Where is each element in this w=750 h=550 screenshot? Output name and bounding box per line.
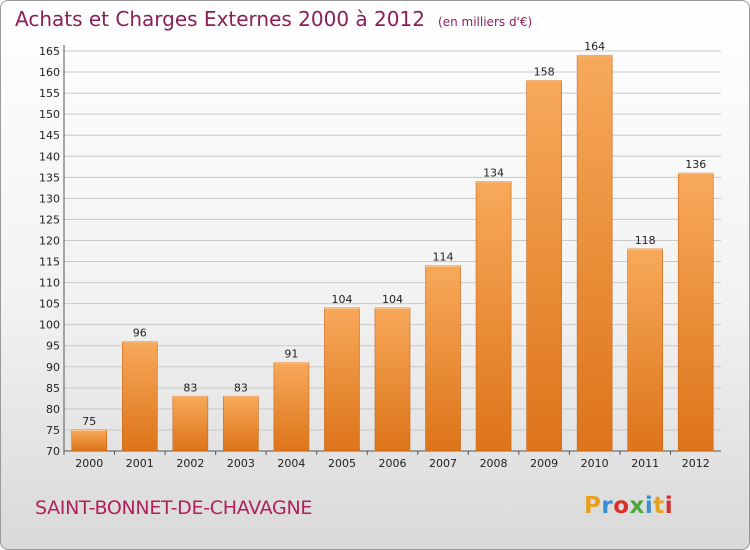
x-tick-label-2002: 2002 <box>176 457 204 470</box>
x-tick-label-2004: 2004 <box>277 457 305 470</box>
y-tick-label: 145 <box>39 129 60 142</box>
data-label-2012: 136 <box>685 158 706 171</box>
bar-2005 <box>324 307 360 452</box>
title-row: Achats et Charges Externes 2000 à 2012 (… <box>15 7 532 31</box>
x-tick-label-2000: 2000 <box>75 457 103 470</box>
data-label-2008: 134 <box>483 167 504 180</box>
logo-letter: i <box>644 493 654 519</box>
logo-letter: r <box>601 493 614 519</box>
x-tick-label-2010: 2010 <box>581 457 609 470</box>
y-tick-label: 135 <box>39 171 60 184</box>
y-tick-label: 100 <box>39 319 60 332</box>
data-label-2005: 104 <box>331 293 352 306</box>
data-label-2003: 83 <box>234 381 248 394</box>
y-tick-label: 90 <box>46 361 60 374</box>
y-tick-label: 140 <box>39 150 60 163</box>
x-tick-label-2005: 2005 <box>328 457 356 470</box>
x-tick-label-2007: 2007 <box>429 457 457 470</box>
data-label-2002: 83 <box>183 381 197 394</box>
logo-letter: i <box>664 493 674 519</box>
data-label-2004: 91 <box>284 348 298 361</box>
data-label-2009: 158 <box>534 65 555 78</box>
data-label-2007: 114 <box>433 251 454 264</box>
data-label-2000: 75 <box>82 415 96 428</box>
data-label-2001: 96 <box>133 327 147 340</box>
data-label-2011: 118 <box>635 234 656 247</box>
y-tick-label: 70 <box>46 445 60 458</box>
y-tick-label: 110 <box>39 277 60 290</box>
x-tick-label-2009: 2009 <box>530 457 558 470</box>
proxiti-logo: Proxiti <box>584 493 673 519</box>
bars <box>71 54 714 452</box>
bar-2012 <box>677 172 714 452</box>
bar-2001 <box>122 341 158 452</box>
commune-name: SAINT-BONNET-DE-CHAVAGNE <box>35 497 313 519</box>
x-tick-label-2003: 2003 <box>227 457 255 470</box>
logo-letter: P <box>584 493 602 519</box>
x-tick-label-2011: 2011 <box>631 457 659 470</box>
y-tick-label: 115 <box>39 256 60 269</box>
logo-letter: x <box>629 493 645 519</box>
x-tick-label-2012: 2012 <box>682 457 710 470</box>
y-tick-label: 150 <box>39 108 60 121</box>
x-tick-label-2001: 2001 <box>126 457 154 470</box>
y-tick-label: 155 <box>39 87 60 100</box>
y-tick-label: 130 <box>39 192 60 205</box>
bar-2008 <box>475 181 512 452</box>
bar-2011 <box>627 248 663 452</box>
bar-2003 <box>223 395 259 452</box>
bar-2006 <box>374 307 411 452</box>
bar-2002 <box>172 395 209 452</box>
y-tick-label: 75 <box>46 424 60 437</box>
y-tick-label: 105 <box>39 298 60 311</box>
chart-title: Achats et Charges Externes 2000 à 2012 <box>15 7 425 31</box>
bar-2000 <box>71 429 108 452</box>
data-label-2006: 104 <box>382 293 403 306</box>
bar-2004 <box>273 362 310 452</box>
bar-2010 <box>576 54 613 452</box>
bar-2009 <box>526 80 562 452</box>
data-labels: 75 96 83 83 91 104 104 114 134 158 164 118 136 <box>82 40 706 428</box>
x-tick-label-2006: 2006 <box>379 457 407 470</box>
y-tick-label: 95 <box>46 340 60 353</box>
chart-unit: (en milliers d'€) <box>438 15 533 29</box>
y-tick-label: 85 <box>46 382 60 395</box>
y-tick-label: 80 <box>46 403 60 416</box>
logo-letter: o <box>613 493 630 519</box>
y-tick-label: 160 <box>39 66 60 79</box>
logo-letter: t <box>653 493 665 519</box>
bar-2007 <box>425 265 461 452</box>
y-tick-label: 165 <box>39 45 60 58</box>
y-tick-label: 120 <box>39 234 60 247</box>
x-tick-label-2008: 2008 <box>480 457 508 470</box>
y-tick-label: 125 <box>39 213 60 226</box>
data-label-2010: 164 <box>584 40 605 53</box>
